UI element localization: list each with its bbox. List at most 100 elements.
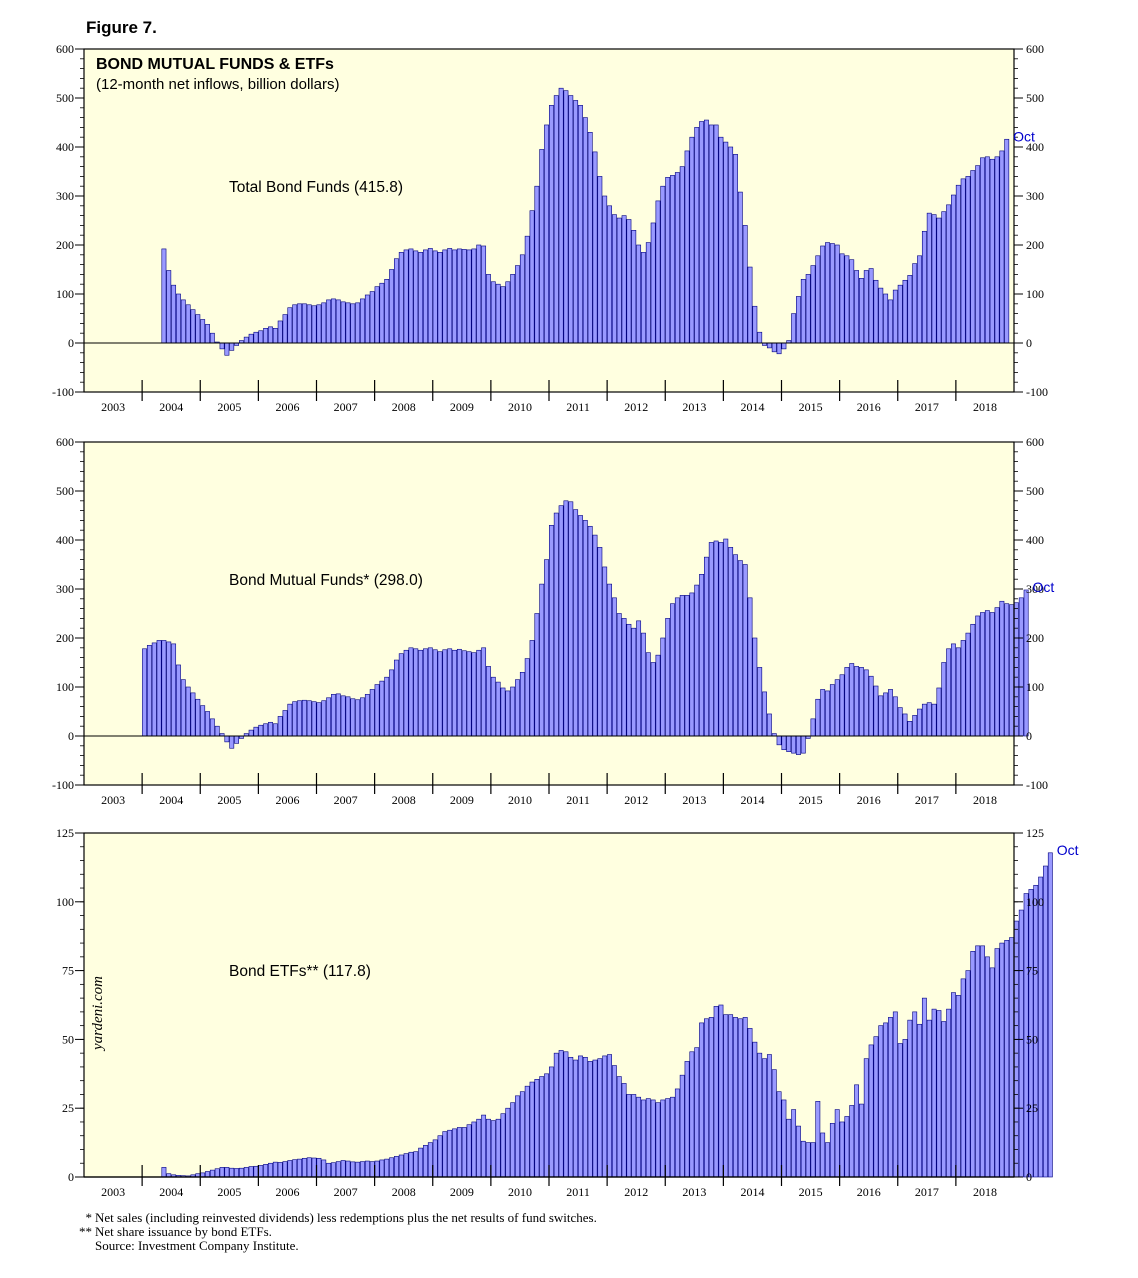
bar (195, 314, 201, 344)
bar (994, 607, 1000, 737)
bar (185, 686, 191, 737)
bar (437, 651, 443, 737)
bar (369, 1161, 375, 1178)
bar (413, 1151, 419, 1178)
bar (316, 304, 322, 344)
y-tick-label: 0 (1026, 336, 1032, 350)
y-tick-label: -100 (52, 778, 74, 792)
bar (553, 1052, 559, 1178)
bar (166, 270, 172, 344)
bar (994, 948, 1000, 1178)
bar-series (142, 500, 1029, 755)
bar (791, 313, 797, 344)
bar (771, 342, 777, 353)
bar (340, 1160, 346, 1178)
y-tick-label: 500 (56, 484, 74, 498)
bar (902, 713, 908, 737)
bar (335, 693, 341, 737)
bar (398, 1154, 404, 1178)
bar (171, 284, 177, 344)
bar (229, 735, 235, 749)
y-tick-label: 0 (68, 1170, 74, 1184)
bar (854, 1084, 859, 1178)
bar (713, 1006, 719, 1178)
bar (810, 1142, 816, 1178)
x-tick-label: 2008 (392, 793, 416, 807)
bar-series (161, 852, 1053, 1178)
bar (161, 248, 167, 344)
bar (578, 105, 583, 344)
bar (205, 1171, 210, 1178)
bar (951, 194, 956, 344)
y-tick-label: 400 (56, 140, 74, 154)
bar (757, 331, 763, 344)
bar (461, 1127, 467, 1178)
bar (476, 1118, 482, 1178)
bar (529, 640, 535, 737)
bar (369, 689, 375, 737)
bar (224, 342, 230, 356)
bar (810, 265, 816, 344)
bar (1018, 909, 1024, 1178)
bar (723, 141, 729, 344)
bar (674, 172, 680, 344)
bar (737, 560, 743, 737)
bar (364, 1160, 370, 1178)
bar (553, 512, 559, 737)
x-tick-label: 2003 (101, 400, 125, 414)
bar (272, 327, 278, 344)
bar (989, 612, 995, 737)
bar (544, 559, 549, 737)
bar (321, 302, 327, 344)
bar (718, 1004, 724, 1178)
bar (166, 641, 172, 737)
bar (839, 674, 845, 737)
y-tick-label: 100 (1026, 895, 1044, 909)
bar (393, 1156, 399, 1178)
x-tick-label: 2017 (915, 1185, 939, 1199)
bar (892, 289, 898, 344)
bar (641, 1099, 646, 1178)
bar (340, 301, 346, 344)
bar (539, 1076, 545, 1178)
bar (718, 136, 724, 344)
bar (495, 681, 501, 737)
footnote-text: Source: Investment Company Institute. (95, 1238, 299, 1253)
bar (946, 204, 952, 344)
bar (345, 302, 351, 344)
bar (752, 305, 758, 344)
bar (892, 696, 898, 737)
bar (495, 1118, 501, 1178)
bar (510, 274, 516, 344)
x-tick-label: 2004 (159, 400, 183, 414)
bar (423, 1145, 428, 1178)
bar (626, 1094, 632, 1178)
bar (374, 1160, 380, 1178)
bar (611, 597, 617, 737)
bar (733, 1017, 738, 1178)
bar (597, 547, 603, 737)
bar (636, 1096, 642, 1178)
bar (936, 217, 942, 344)
bar (340, 695, 346, 737)
y-tick-label: 25 (62, 1101, 74, 1115)
bar (442, 1131, 448, 1178)
bar (360, 697, 365, 737)
bar (626, 219, 632, 344)
bar (214, 1168, 220, 1178)
y-tick-label: 300 (56, 189, 74, 203)
bar (820, 1132, 826, 1178)
end-label: Oct (1057, 842, 1079, 858)
bar (180, 299, 186, 344)
bar (418, 649, 424, 737)
bar (747, 1028, 753, 1178)
bar (951, 992, 956, 1178)
bar (195, 698, 201, 737)
y-tick-label: 400 (56, 533, 74, 547)
y-tick-label: 100 (1026, 287, 1044, 301)
bar (960, 640, 966, 737)
bar (389, 269, 394, 344)
bar (408, 647, 414, 737)
x-tick-label: 2008 (392, 1185, 416, 1199)
bar (558, 505, 564, 737)
